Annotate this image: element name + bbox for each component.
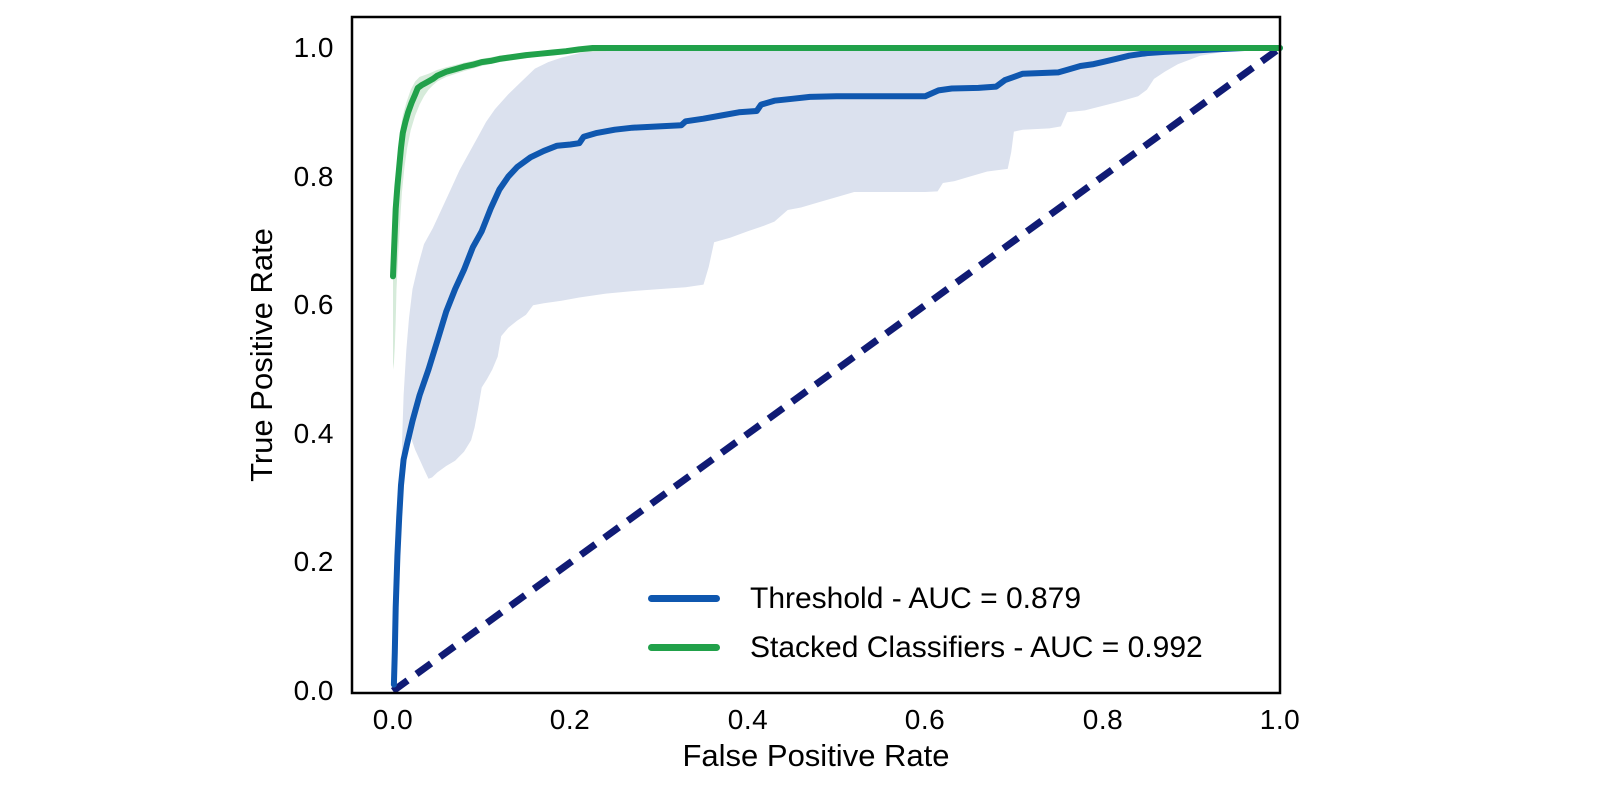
y-tick-0.0: 0.0 <box>293 675 334 706</box>
x-tick-1.0: 1.0 <box>1259 704 1301 735</box>
y-tick-0.8: 0.8 <box>293 161 334 192</box>
x-tick-0.8: 0.8 <box>1082 704 1124 735</box>
series-1-roc-curve <box>390 45 1283 280</box>
chance-diagonal-line <box>390 45 1283 694</box>
x-tick-0.2: 0.2 <box>549 704 591 735</box>
x-tick-0.6: 0.6 <box>904 704 946 735</box>
legend-item-threshold: Threshold - AUC = 0.879 <box>648 574 1203 623</box>
y-tick-0.2: 0.2 <box>293 546 334 577</box>
y-tick-1.0: 1.0 <box>293 32 334 63</box>
y-tick-0.6: 0.6 <box>293 289 334 320</box>
series-0-confidence-band <box>400 48 1254 499</box>
legend-line-stacked-classifiers <box>648 644 720 651</box>
legend-label-stacked-classifiers: Stacked Classifiers - AUC = 0.992 <box>750 630 1203 664</box>
legend-item-stacked-classifiers: Stacked Classifiers - AUC = 0.992 <box>648 623 1203 672</box>
y-tick-0.4: 0.4 <box>293 418 334 449</box>
legend-label-threshold: Threshold - AUC = 0.879 <box>750 581 1082 615</box>
x-tick-0.4: 0.4 <box>727 704 769 735</box>
x-axis-label: False Positive Rate <box>682 738 950 773</box>
axes-frame <box>350 15 1282 695</box>
legend: Threshold - AUC = 0.879 Stacked Classifi… <box>648 574 1203 672</box>
series-0-roc-curve <box>390 45 1283 688</box>
x-tick-0.0: 0.0 <box>372 704 414 735</box>
legend-line-threshold <box>648 595 720 602</box>
